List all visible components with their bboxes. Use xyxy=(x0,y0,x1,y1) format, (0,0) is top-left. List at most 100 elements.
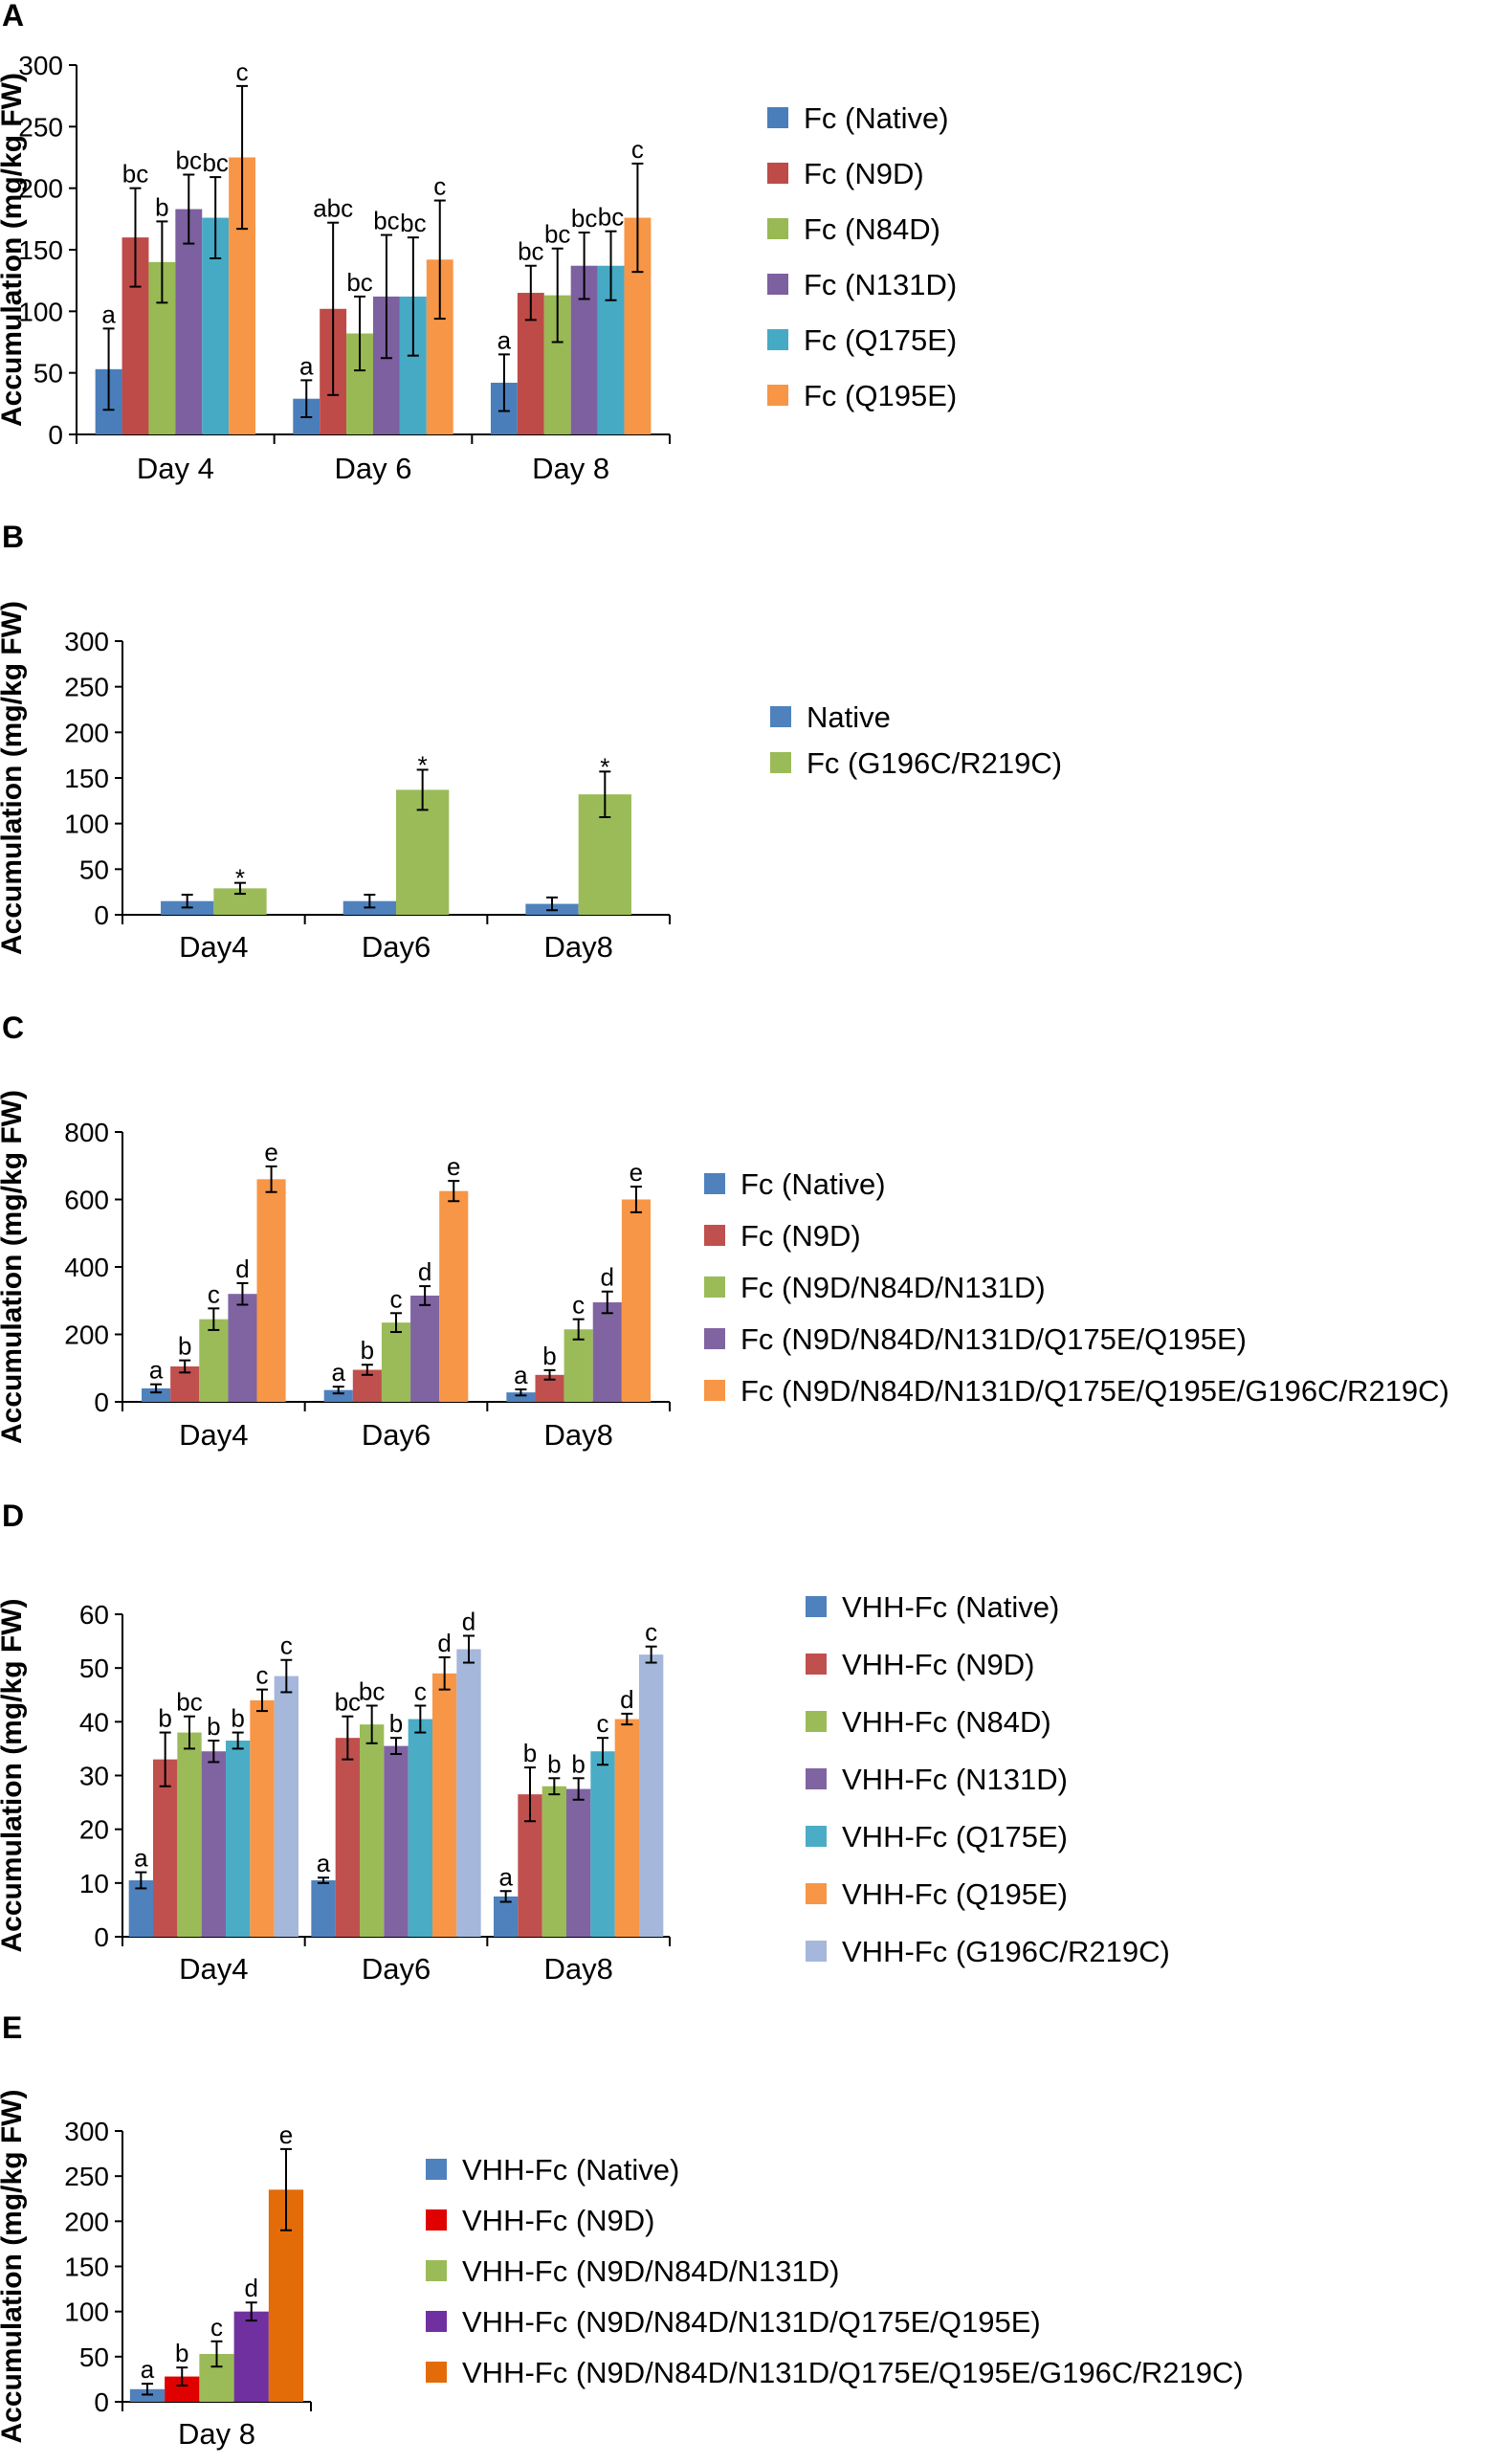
significance-label: d xyxy=(245,2274,258,2302)
y-tick-label: 150 xyxy=(64,764,109,793)
panel-e: E Accumulation (mg/kg FW) 0 50 100 150 200 250 3… xyxy=(0,2010,1244,2451)
legend-label: VHH-Fc (Native) xyxy=(842,1590,1059,1624)
significance-label: bc xyxy=(176,1688,202,1717)
significance-label: bc xyxy=(346,268,372,297)
significance-label: b xyxy=(542,1342,556,1370)
significance-label: bc xyxy=(598,203,624,232)
legend-swatch xyxy=(806,1596,827,1617)
legend-label: Fc (G196C/R219C) xyxy=(807,746,1062,780)
significance-label: c xyxy=(208,1279,220,1308)
bar xyxy=(542,1786,567,1937)
significance-label: c xyxy=(631,135,644,164)
y-tick-label: 300 xyxy=(18,51,63,80)
significance-label: b xyxy=(571,1749,585,1778)
bar xyxy=(128,1880,154,1937)
y-tick-label: 100 xyxy=(18,297,63,326)
y-tick-label: 10 xyxy=(79,1869,109,1898)
panel-letter: C xyxy=(2,1010,24,1045)
x-category-label: Day6 xyxy=(362,1952,431,1986)
legend-swatch xyxy=(767,274,788,295)
legend-label: Fc (N9D/N84D/N131D/Q175E/Q195E/G196C/R21… xyxy=(740,1374,1449,1408)
significance-label: b xyxy=(207,1712,220,1741)
legend-swatch xyxy=(704,1328,725,1349)
significance-label: e xyxy=(279,2120,293,2149)
legend-label: Fc (N9D/N84D/N131D/Q175E/Q195E) xyxy=(740,1322,1247,1356)
y-tick-label: 50 xyxy=(33,359,63,388)
significance-label: c xyxy=(255,1661,268,1690)
bar xyxy=(274,1676,298,1937)
significance-label: bc xyxy=(359,1676,385,1705)
legend-label: Fc (Q175E) xyxy=(804,323,957,357)
y-tick-label: 40 xyxy=(79,1707,109,1737)
significance-label: a xyxy=(514,1361,528,1389)
legend-swatch xyxy=(426,2362,447,2383)
legend-swatch xyxy=(426,2209,447,2231)
significance-label: b xyxy=(547,1749,561,1778)
legend-swatch xyxy=(770,752,791,773)
legend-label: VHH-Fc (N9D/N84D/N131D/Q175E/Q195E) xyxy=(462,2305,1041,2339)
significance-label: b xyxy=(361,1336,374,1365)
panel-letter: D xyxy=(2,1498,24,1533)
significance-label: e xyxy=(630,1158,643,1187)
legend-swatch xyxy=(767,163,788,184)
x-category-label: Day 8 xyxy=(532,452,609,485)
y-tick-label: 200 xyxy=(64,718,109,747)
y-tick-label: 300 xyxy=(64,627,109,656)
legend-label: Fc (N9D/N84D/N131D) xyxy=(740,1271,1046,1304)
significance-label: b xyxy=(175,2339,188,2367)
legend-swatch xyxy=(704,1225,725,1246)
significance-label: c xyxy=(390,1284,403,1313)
legend-swatch xyxy=(767,329,788,350)
legend-swatch xyxy=(426,2159,447,2180)
bar xyxy=(153,1759,178,1937)
x-category-label: Day 4 xyxy=(137,452,214,485)
legend-label: VHH-Fc (N9D) xyxy=(462,2204,655,2237)
significance-label: d xyxy=(462,1607,475,1635)
bar xyxy=(564,1329,593,1402)
significance-label: d xyxy=(235,1254,249,1283)
y-tick-label: 0 xyxy=(94,1922,109,1952)
bar xyxy=(360,1724,385,1937)
y-tick-label: 600 xyxy=(64,1186,109,1215)
legend-label: Fc (Q195E) xyxy=(804,379,957,412)
significance-label: a xyxy=(101,300,116,328)
significance-label: bc xyxy=(176,146,202,175)
bar xyxy=(201,1751,226,1937)
bar xyxy=(621,1199,651,1402)
significance-label: bc xyxy=(544,220,570,249)
legend-swatch xyxy=(806,1768,827,1789)
x-category-label: Day6 xyxy=(362,930,431,964)
significance-label: bc xyxy=(571,204,597,233)
panel-b: B Accumulation (mg/kg FW) 0 50 100 150 200 250 3… xyxy=(0,520,1062,964)
bar xyxy=(311,1880,336,1937)
y-tick-label: 200 xyxy=(18,174,63,204)
legend-swatch xyxy=(770,706,791,727)
panel-letter: B xyxy=(2,520,24,554)
bar xyxy=(335,1738,361,1937)
panel-letter: A xyxy=(2,0,24,33)
significance-label: d xyxy=(601,1263,614,1292)
significance-label: a xyxy=(497,325,512,354)
significance-label: bc xyxy=(202,148,228,177)
bar xyxy=(431,1673,457,1937)
legend-label: Native xyxy=(807,700,891,734)
legend-swatch xyxy=(704,1276,725,1298)
significance-label: a xyxy=(332,1358,346,1387)
bar xyxy=(592,1302,622,1402)
legend-label: Fc (N9D) xyxy=(804,157,924,190)
significance-label: c xyxy=(280,1632,293,1660)
panel-a: A Accumulation (mg/kg FW) 0 50 100 150 200 250 3… xyxy=(0,0,957,485)
legend-swatch xyxy=(806,1654,827,1675)
significance-label: * xyxy=(418,750,428,779)
bar xyxy=(142,1387,171,1402)
legend-label: Fc (N84D) xyxy=(804,212,940,246)
bar xyxy=(614,1719,639,1937)
legend-label: VHH-Fc (N84D) xyxy=(842,1705,1051,1739)
significance-label: a xyxy=(299,351,314,380)
y-axis-label: Accumulation (mg/kg FW) xyxy=(0,601,28,955)
bar xyxy=(456,1649,481,1937)
legend-swatch xyxy=(767,107,788,128)
y-tick-label: 250 xyxy=(64,673,109,702)
bar xyxy=(506,1392,536,1402)
